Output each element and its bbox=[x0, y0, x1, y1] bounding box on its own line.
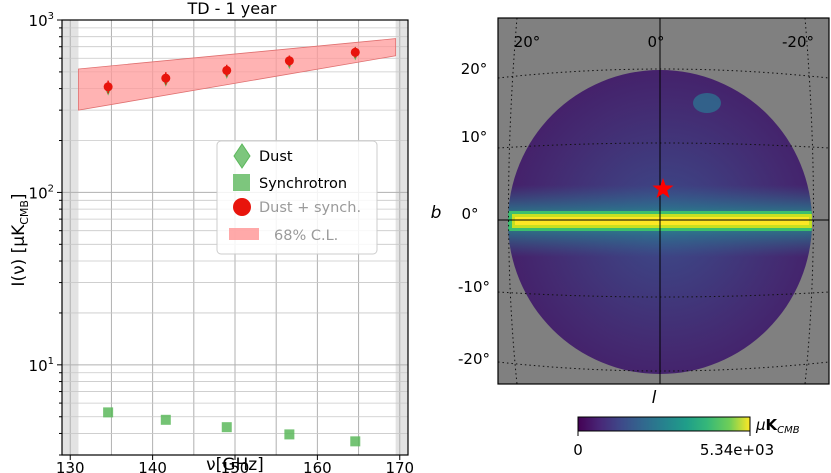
lon-tick-20: 20° bbox=[514, 33, 541, 51]
x-tick-label-150: 150 bbox=[221, 459, 250, 473]
legend-item-dust-synch: Dust + synch. bbox=[233, 198, 361, 216]
colorbar-max: 5.34e+03 bbox=[700, 441, 774, 459]
synchrotron-point-4 bbox=[350, 436, 361, 447]
sed-plot: TD - 1 year 130 140 150 160 170 101 102 103 ν[… bbox=[9, 0, 414, 473]
legend-marker-dust bbox=[233, 143, 251, 169]
lat-tick-minus10: -10° bbox=[458, 278, 490, 296]
legend-marker-dust-synch bbox=[233, 198, 251, 216]
excluded-band-1 bbox=[395, 20, 408, 455]
x-tick-label-170: 170 bbox=[385, 459, 414, 473]
lat-tick-minus20: -20° bbox=[458, 350, 490, 368]
y-tick-label-1: 101 bbox=[29, 356, 54, 375]
dust-synch-point-3 bbox=[284, 56, 294, 66]
synchrotron-point-3 bbox=[284, 429, 295, 440]
dust-synch-point-2 bbox=[222, 65, 232, 75]
y-axis-label: I(ν) [μKCMB] bbox=[9, 193, 31, 286]
x-tick-label-130: 130 bbox=[56, 459, 85, 473]
source-star-marker bbox=[652, 178, 674, 198]
colorbar-gradient bbox=[577, 416, 751, 432]
x-tick-label-140: 140 bbox=[138, 459, 167, 473]
dust-synch-point-4 bbox=[350, 47, 360, 57]
legend-marker-cl bbox=[229, 228, 259, 240]
colorbar: 0 5.34e+03 μKCMB bbox=[573, 416, 800, 459]
colorbar-unit: μKCMB bbox=[755, 416, 800, 436]
x-axis-ticks: 130 140 150 160 170 bbox=[56, 455, 414, 473]
lat-tick-10: 10° bbox=[461, 128, 488, 146]
chart-title: TD - 1 year bbox=[187, 0, 277, 18]
lon-tick-minus20: -20° bbox=[782, 33, 814, 51]
bright-patch bbox=[693, 93, 721, 113]
legend-item-dust: Dust bbox=[233, 143, 293, 169]
synchrotron-point-0 bbox=[103, 407, 114, 418]
legend-label-synchrotron: Synchrotron bbox=[259, 176, 347, 192]
legend-item-cl: 68% C.L. bbox=[229, 228, 338, 244]
y-tick-label-2: 102 bbox=[29, 183, 54, 202]
legend-marker-synchrotron bbox=[233, 174, 250, 191]
sky-map: 20° 0° -20° 20° 10° 0° -10° -20° l b 0 5… bbox=[431, 17, 830, 459]
dust-synch-point-1 bbox=[161, 73, 171, 83]
synchrotron-point-1 bbox=[160, 414, 171, 425]
legend-label-cl: 68% C.L. bbox=[274, 228, 338, 244]
x-axis-label: ν[GHz] bbox=[206, 455, 264, 473]
lon-tick-0: 0° bbox=[647, 33, 664, 51]
map-x-label: l bbox=[652, 388, 657, 408]
legend-box bbox=[216, 140, 378, 255]
x-tick-label-160: 160 bbox=[303, 459, 332, 473]
map-frame bbox=[497, 17, 830, 385]
synchrotron-point-2 bbox=[221, 422, 232, 433]
legend-label-dust: Dust bbox=[259, 149, 293, 165]
legend-label-dust-synch: Dust + synch. bbox=[259, 200, 361, 216]
lat-tick-20: 20° bbox=[461, 60, 488, 78]
map-y-label: b bbox=[431, 203, 442, 223]
legend: Dust Synchrotron Dust + synch. 68% C.L. bbox=[216, 140, 378, 255]
dust-synch-point-0 bbox=[103, 82, 113, 92]
lat-tick-0: 0° bbox=[461, 205, 478, 223]
colorbar-min: 0 bbox=[573, 441, 583, 459]
confidence-band bbox=[78, 38, 397, 111]
y-axis-ticks: 101 102 103 bbox=[29, 11, 62, 456]
legend-item-synchrotron: Synchrotron bbox=[233, 174, 347, 192]
y-tick-label-3: 103 bbox=[29, 11, 54, 30]
cl-band-area bbox=[78, 38, 397, 111]
data-points bbox=[103, 46, 361, 447]
map-area bbox=[498, 18, 829, 384]
galactic-plane-core bbox=[515, 217, 809, 225]
